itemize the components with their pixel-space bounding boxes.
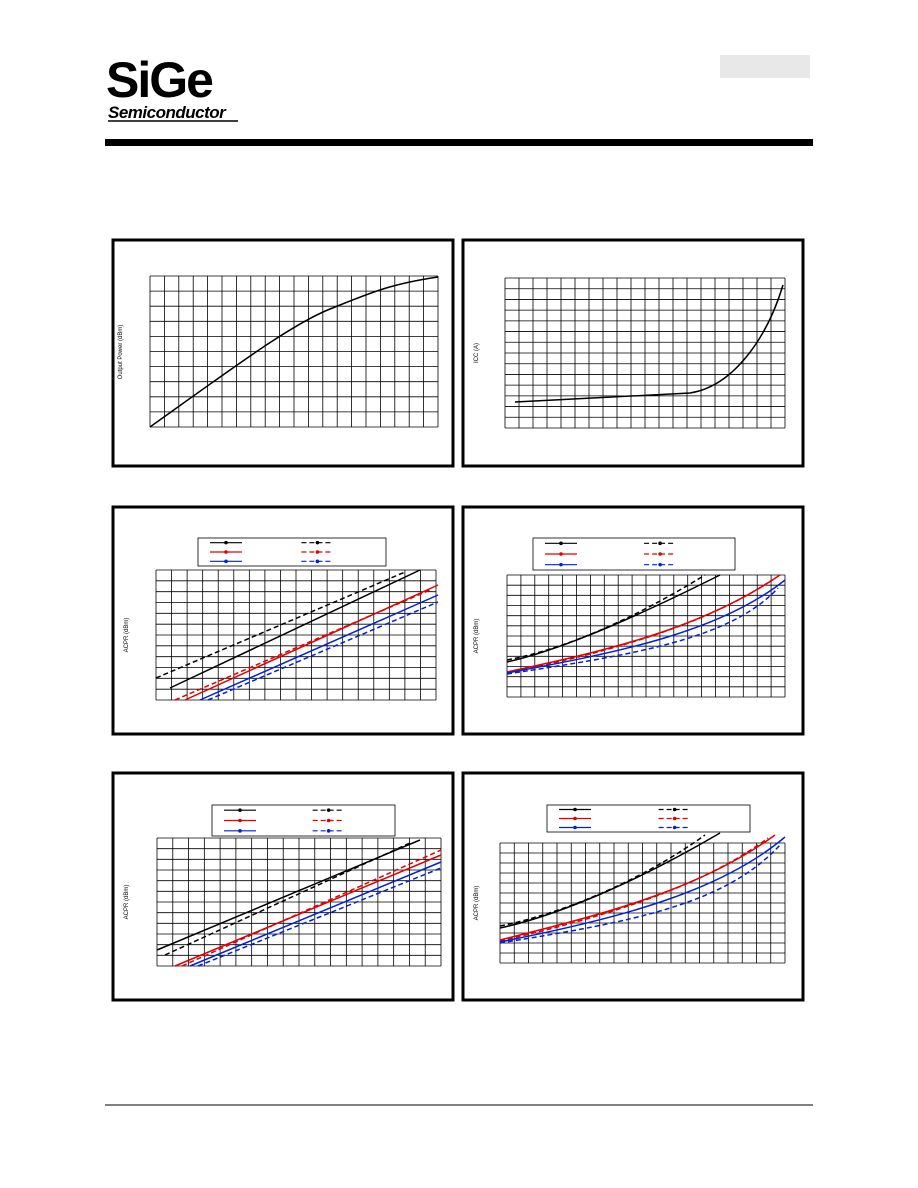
legend-marker xyxy=(224,550,228,554)
curve xyxy=(199,594,439,701)
y-axis-label: ACPR (dBm) xyxy=(124,618,130,653)
legend-marker xyxy=(658,552,662,556)
legend-marker xyxy=(326,808,331,812)
legend-marker xyxy=(326,818,331,823)
curve xyxy=(499,837,769,942)
curve xyxy=(499,834,706,927)
curve xyxy=(181,849,442,967)
curve xyxy=(207,601,439,701)
legend-marker xyxy=(573,825,577,830)
panels: Output Power (dBm) ICC (A) ACPR (dBm) ACPR … xyxy=(111,238,805,1002)
legend-marker xyxy=(559,562,563,567)
header-rule xyxy=(105,139,813,146)
curve xyxy=(174,589,431,701)
curve xyxy=(506,579,773,674)
header-box xyxy=(720,55,810,78)
y-axis-label: ACPR (dBm) xyxy=(124,885,130,920)
legend-marker xyxy=(224,540,228,545)
y-axis-label: ACPR (dBm) xyxy=(474,886,480,921)
legend-marker xyxy=(315,559,320,564)
y-axis-label: ICC (A) xyxy=(474,343,480,363)
curve xyxy=(155,571,406,679)
legend-marker xyxy=(238,829,242,833)
curve xyxy=(506,574,706,661)
curve xyxy=(174,854,442,967)
legend-marker xyxy=(573,816,577,821)
logo-subtitle: Semiconductor xyxy=(108,103,227,122)
legend-marker xyxy=(672,816,677,821)
curve xyxy=(169,569,421,689)
curve xyxy=(506,587,779,675)
legend-marker xyxy=(238,808,242,812)
curve xyxy=(164,842,411,956)
curve xyxy=(499,844,781,944)
curve xyxy=(197,867,442,967)
legend-marker xyxy=(315,540,320,545)
logo: SiGe xyxy=(106,52,213,108)
legend-marker xyxy=(672,807,677,812)
legend-marker xyxy=(326,829,331,833)
curve xyxy=(189,861,442,967)
legend-marker xyxy=(573,807,577,812)
curve xyxy=(149,276,439,428)
curve xyxy=(514,284,784,403)
legend-marker xyxy=(559,552,563,556)
legend-marker xyxy=(224,559,228,564)
curve xyxy=(499,836,786,943)
y-axis-label: ACPR (dBm) xyxy=(474,619,480,654)
legend-marker xyxy=(559,541,563,546)
legend-marker xyxy=(658,562,662,567)
y-axis-label: Output Power (dBm) xyxy=(118,325,124,380)
legend-marker xyxy=(658,541,662,546)
legend-marker xyxy=(238,818,242,823)
panel-frame xyxy=(111,238,455,468)
curve xyxy=(506,579,786,674)
legend-marker xyxy=(315,550,320,554)
legend-marker xyxy=(672,825,677,830)
